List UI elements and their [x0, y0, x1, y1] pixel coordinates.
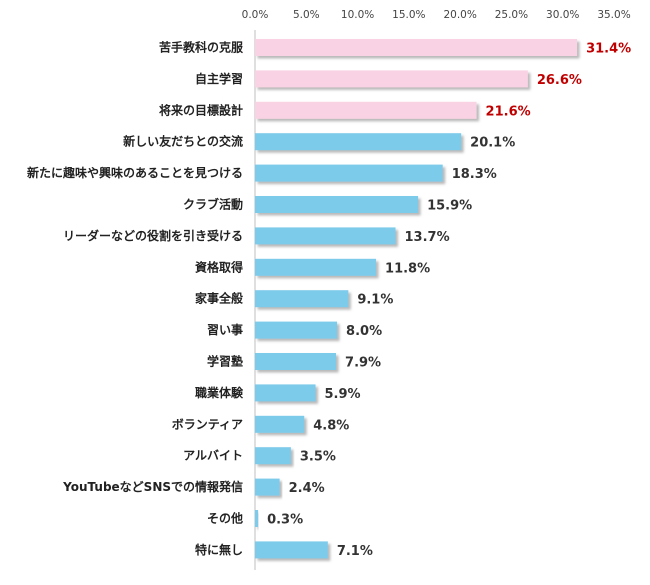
category-label: リーダーなどの役割を引き受ける	[63, 228, 243, 243]
x-tick-label: 25.0%	[495, 9, 528, 21]
x-tick-label: 20.0%	[443, 9, 476, 21]
x-tick-label: 30.0%	[546, 9, 579, 21]
category-label: アルバイト	[183, 449, 243, 463]
bar	[255, 133, 462, 151]
value-label: 31.4%	[586, 42, 631, 57]
value-label: 20.1%	[470, 136, 515, 151]
x-tick-label: 15.0%	[392, 9, 425, 21]
category-label: YouTubeなどSNSでの情報発信	[62, 479, 243, 494]
bar	[255, 258, 377, 276]
bar	[255, 541, 328, 559]
value-label: 7.1%	[337, 544, 373, 559]
value-label: 8.0%	[346, 324, 382, 339]
bar	[255, 384, 316, 402]
value-label: 9.1%	[357, 293, 393, 308]
bar	[255, 164, 443, 182]
category-label: 職業体験	[195, 385, 244, 400]
bar	[255, 39, 578, 56]
value-label: 11.8%	[385, 261, 430, 276]
category-label: 自主学習	[195, 71, 243, 86]
value-label: 7.9%	[345, 356, 381, 371]
category-label: 将来の目標設計	[159, 102, 243, 117]
bar	[255, 478, 280, 496]
category-label: 家事全般	[195, 291, 243, 306]
category-label: ボランティア	[172, 416, 243, 431]
value-label: 13.7%	[405, 230, 450, 245]
bars-group: 苦手教科の克服 31.4% 自主学習 26.6% 将来の目標設計 21.6% 新しい友だちと…	[27, 39, 631, 559]
category-label: クラブ活動	[183, 197, 243, 212]
bar	[255, 415, 305, 433]
bar	[255, 510, 259, 527]
bar	[255, 227, 396, 245]
value-label: 0.3%	[267, 513, 303, 528]
x-tick-label: 10.0%	[341, 9, 374, 21]
bar	[255, 290, 349, 308]
bar	[255, 101, 477, 119]
bar	[255, 70, 528, 88]
category-label: 特に無し	[195, 542, 243, 557]
category-label: 学習塾	[207, 354, 243, 369]
category-label: 苦手教科の克服	[159, 40, 244, 55]
value-label: 3.5%	[300, 450, 336, 465]
value-label: 15.9%	[427, 199, 472, 214]
value-label: 18.3%	[452, 167, 497, 182]
category-label: 新たに趣味や興味のあることを見つける	[27, 165, 243, 180]
bar	[255, 353, 337, 370]
bar	[255, 321, 338, 339]
category-label: その他	[207, 511, 243, 526]
x-axis-ticks: 0.0% 5.0% 10.0% 15.0% 20.0% 25.0% 30.0% 35.0%	[242, 9, 631, 21]
x-tick-label: 35.0%	[597, 9, 630, 21]
value-label: 26.6%	[537, 73, 582, 88]
bar	[255, 196, 419, 213]
value-label: 5.9%	[325, 387, 361, 402]
value-label: 4.8%	[313, 418, 349, 433]
x-tick-label: 5.0%	[293, 9, 320, 21]
bar	[255, 447, 291, 465]
value-label: 21.6%	[486, 104, 531, 119]
category-label: 習い事	[207, 322, 243, 337]
x-tick-label: 0.0%	[242, 9, 269, 21]
value-label: 2.4%	[289, 481, 325, 496]
category-label: 資格取得	[195, 259, 243, 274]
category-label: 新しい友だちとの交流	[123, 134, 243, 149]
